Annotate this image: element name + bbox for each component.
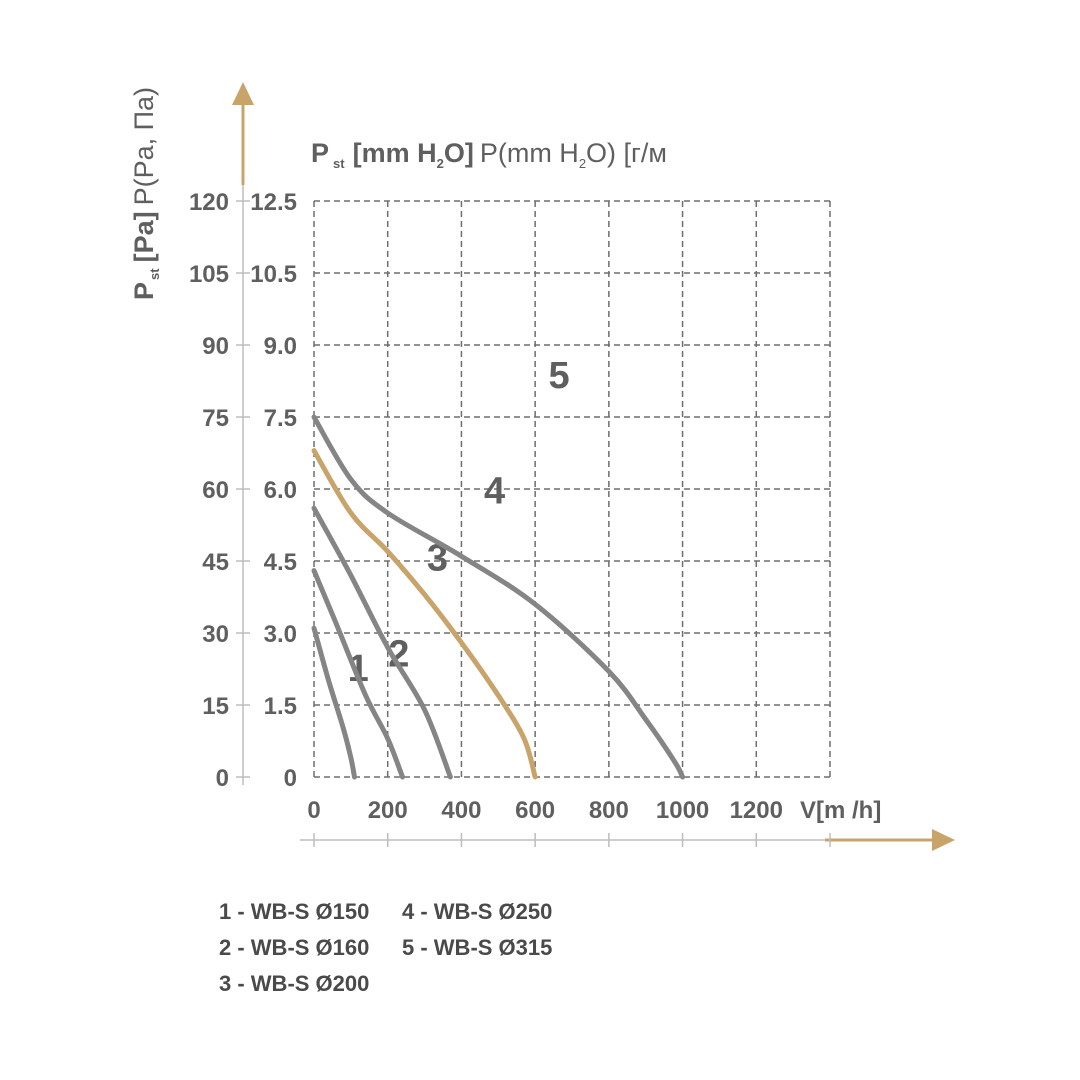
y-tick-label-mm: 0 [284, 765, 297, 792]
y-tick-label-mm: 10.5 [250, 261, 297, 288]
curve-label-5: 5 [549, 355, 570, 397]
curve-4 [311, 448, 538, 780]
legend-item-4: 4 - WB-S Ø250 [402, 899, 553, 924]
y-tick-label-mm: 6.0 [264, 477, 297, 504]
y-tick-label-pa: 90 [202, 333, 229, 360]
x-tick-label: 600 [515, 797, 555, 824]
y-tick-label-pa: 120 [189, 189, 229, 216]
y-tick-label-mm: 4.5 [264, 549, 297, 576]
y-tick-label-pa: 105 [189, 261, 229, 288]
curve-1 [311, 625, 357, 780]
axes [232, 82, 955, 851]
y-tick-label-pa: 60 [202, 477, 229, 504]
y-tick-label-pa: 0 [216, 765, 229, 792]
curve-2 [311, 568, 405, 780]
legend-item-2: 2 - WB-S Ø160 [219, 935, 370, 960]
x-axis-title: V[m /h] [800, 797, 881, 824]
y-tick-label-pa: 30 [202, 621, 229, 648]
y-axis-arrow-head [232, 82, 254, 105]
y-tick-label-mm: 1.5 [264, 693, 297, 720]
y-tick-label-pa: 45 [202, 549, 229, 576]
y-tick-label-pa: 15 [202, 693, 229, 720]
x-tick-label: 1200 [730, 797, 783, 824]
y-tick-label-mm: 7.5 [264, 405, 297, 432]
grid [313, 200, 831, 778]
legend-item-3: 3 - WB-S Ø200 [219, 971, 370, 996]
x-axis-arrow-head [932, 829, 955, 851]
curve-label-4: 4 [484, 470, 505, 512]
legend-item-1: 1 - WB-S Ø150 [219, 899, 370, 924]
tick-labels: 120105907560453015012.510.59.07.56.04.53… [189, 189, 783, 824]
y-tick-label-mm: 9.0 [264, 333, 297, 360]
curve-label-2: 2 [388, 634, 409, 676]
curve-3 [311, 505, 453, 780]
x-tick-label: 1000 [656, 797, 709, 824]
x-tick-label: 200 [368, 797, 408, 824]
x-tick-label: 400 [441, 797, 481, 824]
legend-item-5: 5 - WB-S Ø315 [402, 935, 553, 960]
x-tick-label: 800 [589, 797, 629, 824]
y-axis-title-pa: Pst[Pa]P(Pa, Па) [129, 87, 162, 300]
y-tick-label-mm: 3.0 [264, 621, 297, 648]
curve-5 [311, 414, 686, 780]
y-tick-label-pa: 75 [202, 405, 229, 432]
x-tick-label: 0 [307, 797, 320, 824]
y-tick-label-mm: 12.5 [250, 189, 297, 216]
